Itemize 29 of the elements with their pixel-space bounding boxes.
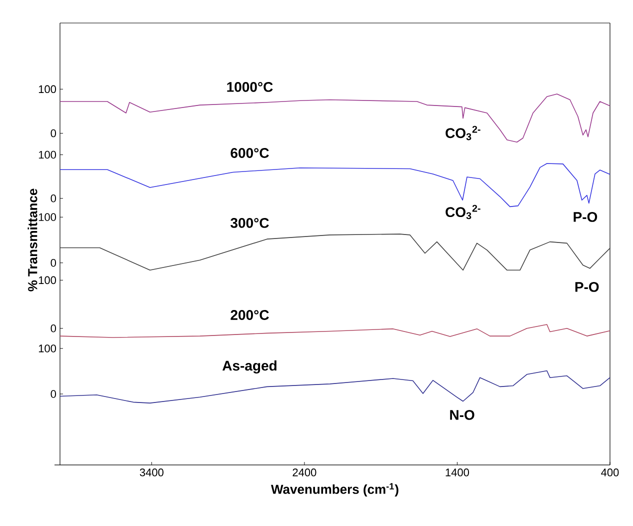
y-tick-label: 0 xyxy=(50,194,56,202)
x-tick-label: 1400 xyxy=(446,468,470,476)
y-tick-label: 100 xyxy=(38,213,56,222)
annotation: P-O xyxy=(574,212,598,222)
x-tick-label: 2400 xyxy=(292,468,316,476)
annotation: P-O xyxy=(575,282,599,292)
x-tick-label: 400 xyxy=(601,468,619,476)
annotation: CO$_{3}$2- xyxy=(446,204,480,220)
series-label: As-aged xyxy=(222,360,276,374)
annotation: N-O xyxy=(450,410,474,420)
line-series xyxy=(60,234,610,271)
y-tick-label: 0 xyxy=(50,324,56,332)
y-tick-label: 100 xyxy=(38,85,56,94)
series-label: 1000°C xyxy=(227,82,273,92)
annotation: CO$_{3}$2- xyxy=(446,126,480,140)
line-series xyxy=(60,94,610,143)
x-axis-title: Wavenumbers (cm$^{-1}$) xyxy=(270,483,398,496)
series-label: 300°C xyxy=(230,218,269,228)
y-tick-label: 0 xyxy=(50,258,56,267)
y-tick-label: 100 xyxy=(38,276,56,284)
line-series xyxy=(60,324,610,338)
y-axis-title: % Transmittance xyxy=(28,188,38,292)
y-tick-label: 100 xyxy=(38,344,56,352)
y-tick-label: 0 xyxy=(50,129,56,138)
series-label: 600°C xyxy=(230,148,269,158)
series-label: 200°C xyxy=(230,310,269,320)
x-tick-label: 3400 xyxy=(140,468,164,476)
y-tick-label: 100 xyxy=(38,150,56,159)
y-tick-label: 0 xyxy=(50,390,56,398)
